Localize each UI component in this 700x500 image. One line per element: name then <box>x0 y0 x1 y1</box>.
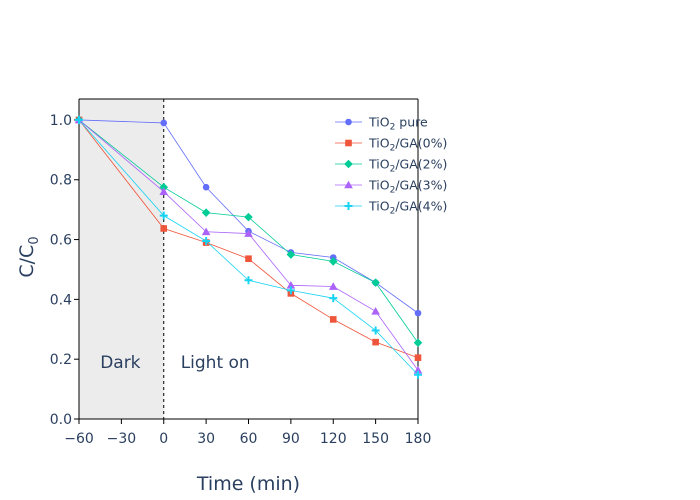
data-point <box>159 187 169 196</box>
data-point <box>286 281 296 289</box>
y-axis-title-main: C/C <box>16 245 38 278</box>
y-tick-label: 0.8 <box>50 173 72 189</box>
data-point <box>329 316 337 323</box>
series-line <box>78 119 419 343</box>
data-point <box>159 211 168 220</box>
data-point <box>344 180 353 189</box>
data-point <box>245 255 252 263</box>
y-axis: 0.0 0.2 0.4 0.6 0.8 1.0 <box>50 113 79 428</box>
x-axis-title: Time (min) <box>196 473 300 495</box>
data-point <box>413 365 423 374</box>
legend-label: TiO2/GA(4%) <box>368 199 447 217</box>
x-tick-label: −60 <box>64 431 94 447</box>
series-line <box>78 119 419 376</box>
x-tick-label: 60 <box>240 431 258 447</box>
data-point <box>160 119 168 127</box>
legend-label: TiO2 pure <box>368 115 428 133</box>
series <box>75 115 422 379</box>
data-point <box>75 115 83 124</box>
data-point <box>244 212 253 222</box>
plot-area <box>78 98 419 420</box>
x-tick-label: 120 <box>320 431 347 447</box>
data-point <box>414 309 422 317</box>
data-point <box>345 118 352 126</box>
data-point <box>329 294 338 303</box>
data-point <box>328 282 338 290</box>
x-tick-label: 180 <box>405 431 432 447</box>
legend-item: TiO2/GA(4%) <box>335 199 447 217</box>
y-tick-label: 0.4 <box>50 292 72 308</box>
series-line <box>78 119 419 371</box>
data-point <box>201 208 211 217</box>
x-tick-label: −30 <box>107 431 137 447</box>
data-point <box>413 338 423 348</box>
series-line <box>78 119 419 314</box>
y-axis-title: C/C0 <box>16 236 42 277</box>
data-point <box>344 159 353 169</box>
region-label: Dark <box>100 353 140 373</box>
y-tick-label: 0.0 <box>50 412 72 428</box>
legend[interactable]: TiO2 pure TiO2/GA(0%) TiO2/GA(2%) TiO2/GA(3… <box>335 115 447 217</box>
dark-region-shade <box>79 99 164 419</box>
data-point <box>372 338 379 346</box>
data-point <box>371 307 380 315</box>
x-axis: −60 −30 0 30 60 90 120 150 180 <box>64 419 431 447</box>
data-point <box>160 225 168 232</box>
data-point <box>202 183 210 191</box>
legend-label: TiO2/GA(3%) <box>368 178 447 196</box>
annotations: Dark Light on <box>100 353 250 373</box>
series <box>74 115 423 374</box>
series-group <box>74 115 423 379</box>
series-line <box>78 119 419 359</box>
data-point <box>244 276 253 285</box>
y-axis-title-sub: 0 <box>27 236 42 244</box>
data-point <box>328 257 338 266</box>
legend-item: TiO2/GA(2%) <box>335 157 447 175</box>
legend-item: TiO2/GA(0%) <box>335 136 447 154</box>
legend-label: TiO2/GA(0%) <box>368 136 447 154</box>
data-point <box>345 139 352 147</box>
x-tick-label: 0 <box>159 431 168 447</box>
data-point <box>286 250 296 259</box>
data-point <box>286 286 295 295</box>
data-point <box>202 237 211 246</box>
data-point <box>201 227 211 236</box>
data-point <box>344 202 353 210</box>
y-tick-label: 1.0 <box>50 113 72 129</box>
y-tick-label: 0.2 <box>50 352 72 368</box>
data-point <box>414 354 422 361</box>
legend-item: TiO2/GA(3%) <box>335 178 447 196</box>
legend-item: TiO2 pure <box>335 115 428 133</box>
data-point <box>244 229 253 237</box>
x-tick-label: 30 <box>197 431 215 447</box>
data-point <box>371 326 380 335</box>
region-label: Light on <box>181 353 250 373</box>
data-point <box>371 278 380 287</box>
y-tick-label: 0.6 <box>50 233 72 249</box>
x-tick-label: 150 <box>362 431 389 447</box>
legend-label: TiO2/GA(2%) <box>368 157 447 175</box>
x-tick-label: 90 <box>282 431 300 447</box>
data-point <box>414 370 422 379</box>
